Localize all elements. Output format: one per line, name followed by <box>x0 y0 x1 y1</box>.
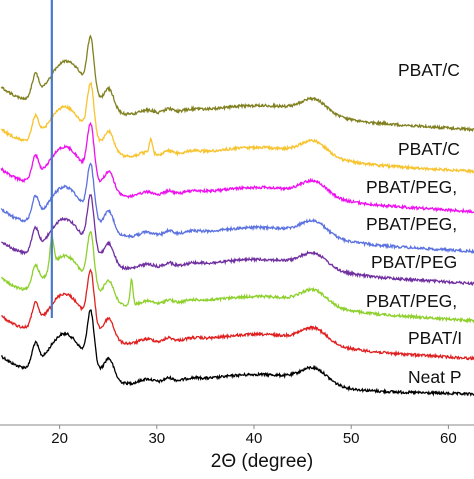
series-label-2: PBAT/PEG, <box>366 291 457 311</box>
series-line-2 <box>0 231 474 324</box>
series-label-5: PBAT/PEG, <box>366 177 457 197</box>
x-tick-label-2: 40 <box>246 430 263 447</box>
series-line-3 <box>1 194 474 286</box>
series-label-3: PBAT/PEG <box>371 252 457 272</box>
series-line-6 <box>0 81 474 175</box>
series-line-0 <box>0 309 474 397</box>
x-tick-label-1: 30 <box>148 430 165 447</box>
series-line-5 <box>0 121 474 215</box>
x-axis-title: 2Θ (degree) <box>211 451 313 472</box>
x-tick-label-0: 20 <box>51 430 68 447</box>
series-label-4: PBAT/PEG, <box>366 214 457 234</box>
series-line-1 <box>1 268 474 361</box>
series-layer <box>0 34 474 397</box>
x-tick-label-3: 50 <box>343 430 360 447</box>
series-label-1: PBAT/I <box>408 328 462 348</box>
series-labels-layer: Neat P PBAT/I PBAT/PEG, PBAT/PEG PBAT/PEG, PB… <box>366 60 462 387</box>
x-ticks-layer: 20 30 40 50 60 <box>51 425 457 447</box>
x-tick-label-4: 60 <box>440 430 457 447</box>
series-label-6: PBAT/C <box>398 139 460 159</box>
series-label-0: Neat P <box>408 367 462 387</box>
series-label-7: PBAT/C <box>398 60 460 80</box>
series-line-7 <box>0 34 474 133</box>
series-line-4 <box>0 162 474 254</box>
